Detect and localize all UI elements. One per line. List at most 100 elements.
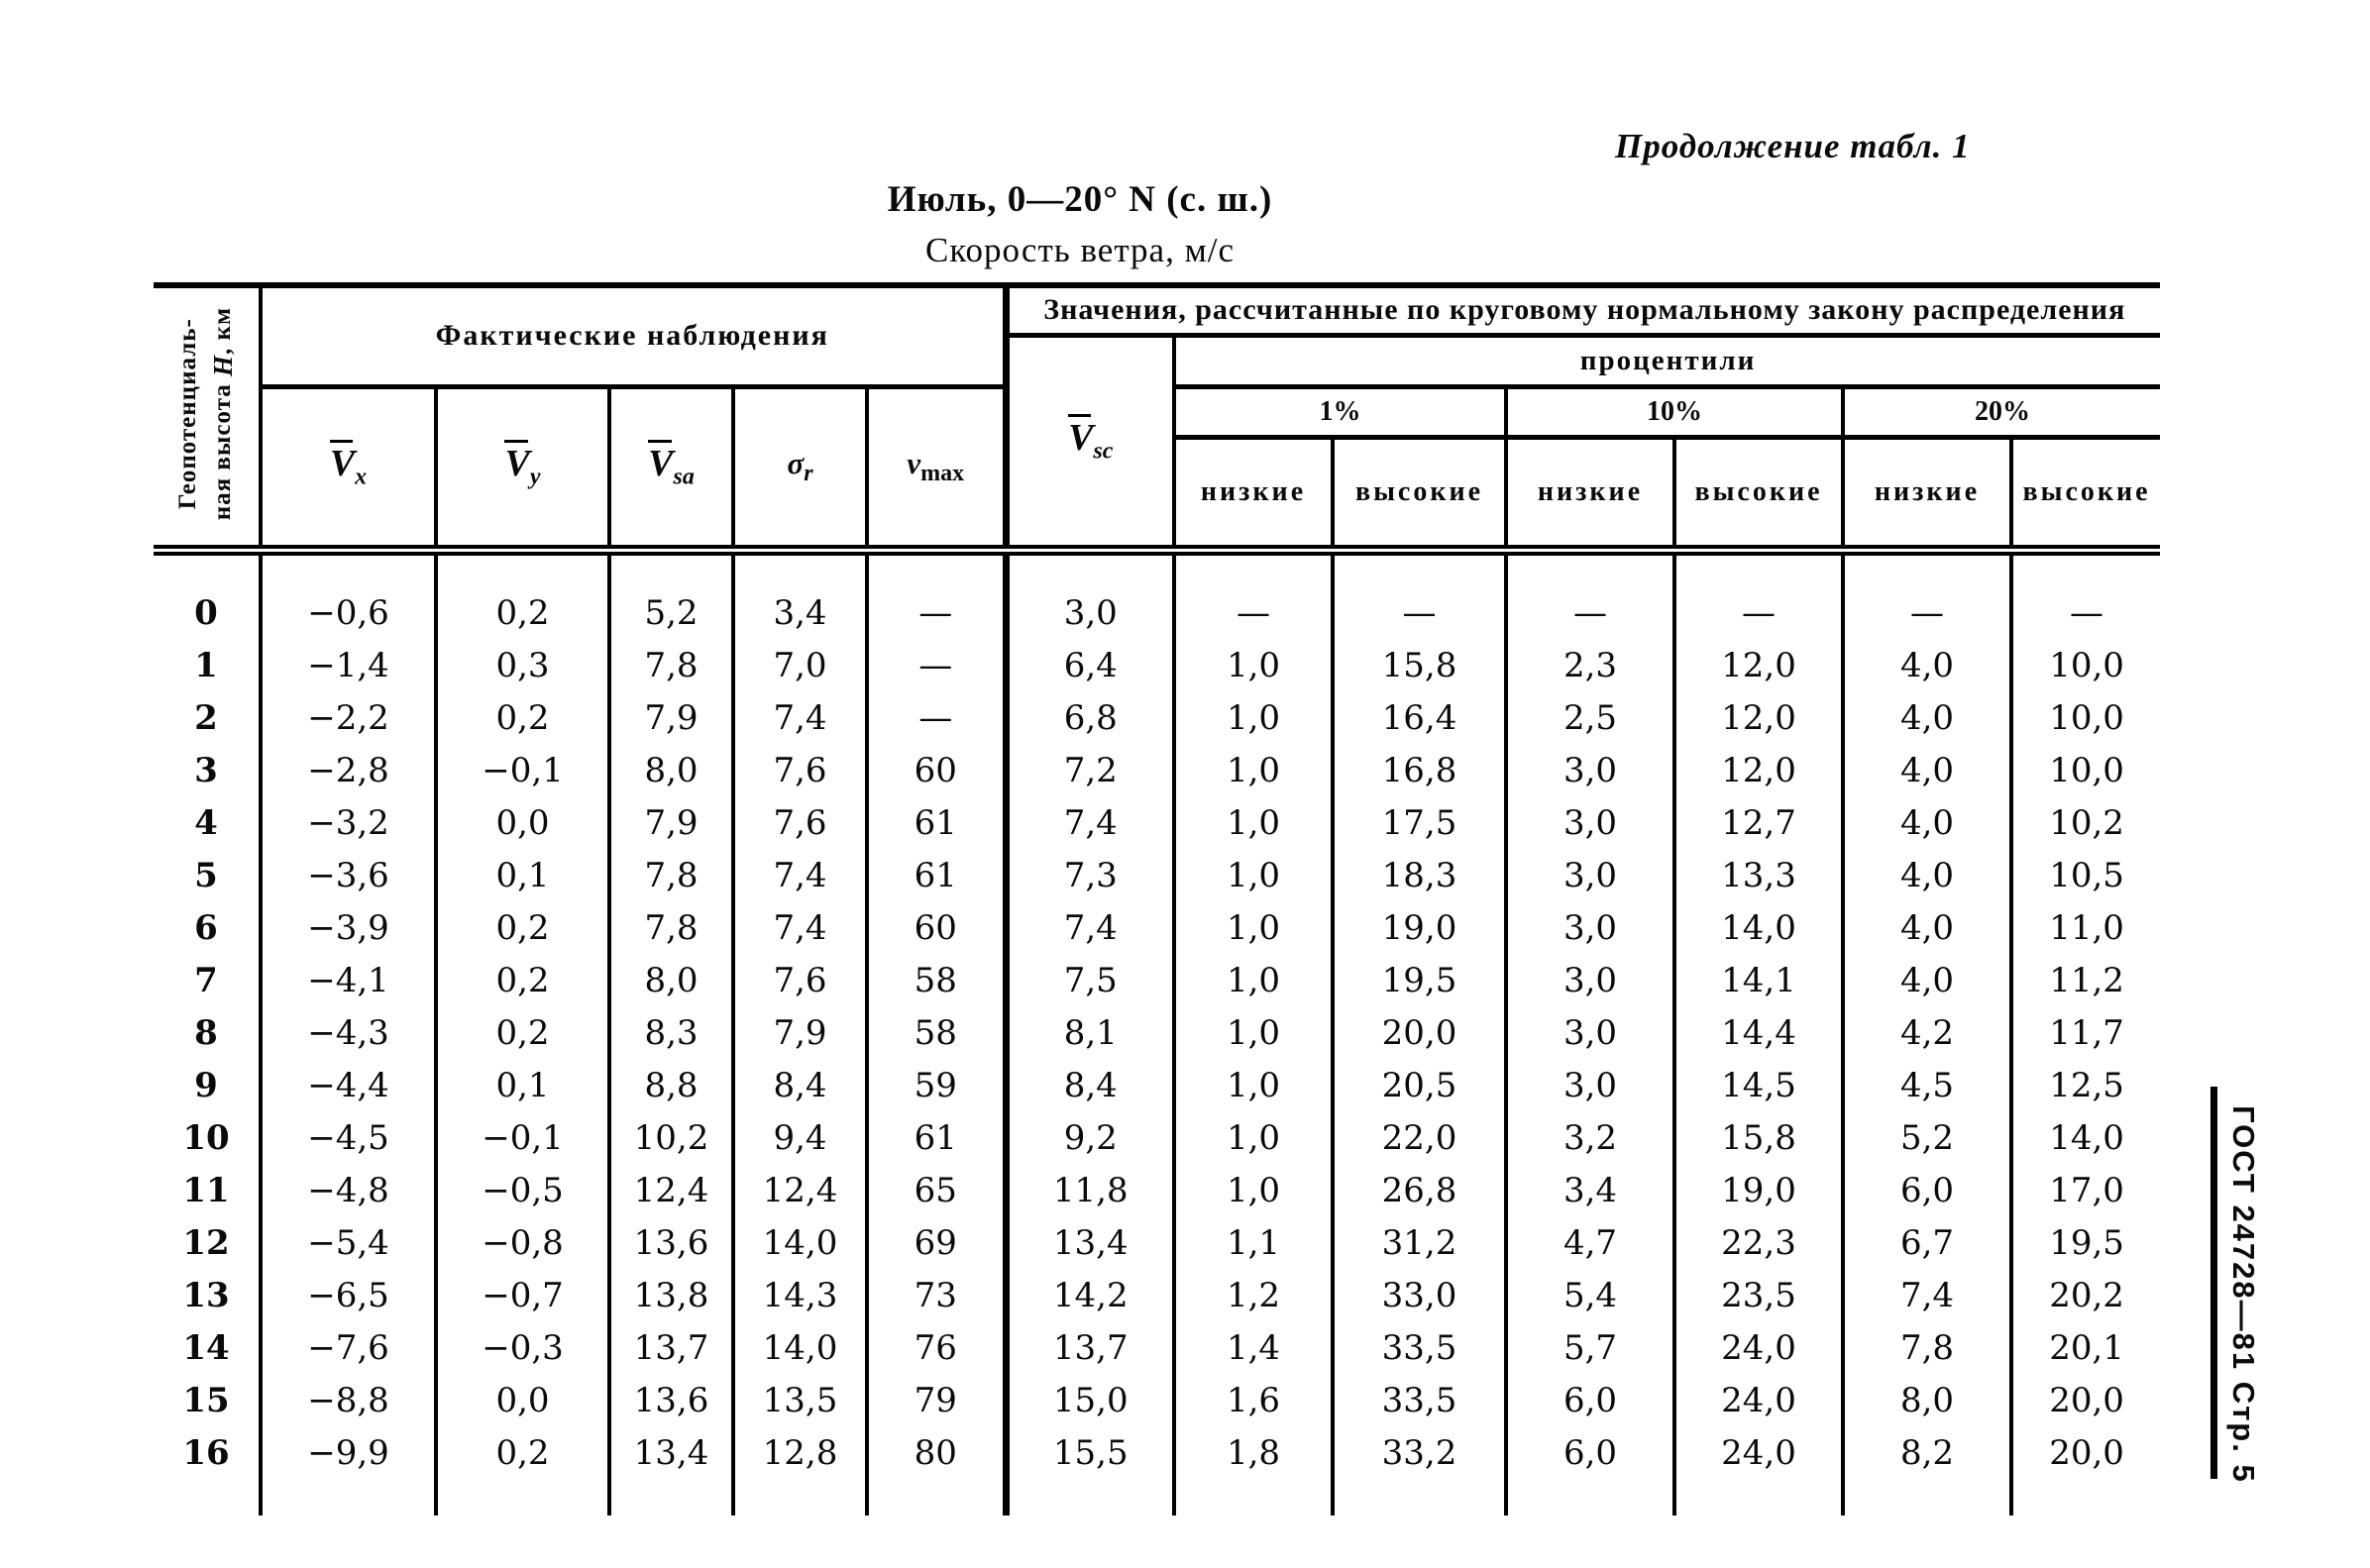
cell-p20-high	[2009, 1479, 2161, 1516]
cell-p1-low: 1,0	[1172, 1164, 1334, 1217]
vmax-symbol: v	[907, 445, 921, 480]
cell-p20-low: 4,0	[1841, 691, 2012, 745]
cell-p10-low: 6,0	[1504, 1426, 1675, 1480]
cell-vmax: 59	[864, 1059, 1007, 1112]
cell-vsc: 7,3	[1002, 849, 1175, 902]
cell-vsc: 7,5	[1002, 954, 1175, 1007]
cell-vsc: 7,2	[1002, 744, 1175, 797]
cell-vsc: 6,8	[1002, 691, 1175, 745]
cell-vx: −8,8	[259, 1374, 436, 1427]
cell-vsa: 7,8	[607, 639, 733, 692]
cell-vmax	[864, 1479, 1007, 1516]
cell-vy: 0,2	[434, 691, 609, 745]
cell-p10-high: 12,0	[1672, 691, 1844, 745]
col-header-vx: Vx	[259, 386, 436, 556]
cell-p10-high: 23,5	[1672, 1269, 1844, 1322]
cell-sigma-r: 7,4	[731, 849, 867, 902]
cell-sigma-r: 7,4	[731, 691, 867, 745]
col-header-vy: Vy	[434, 386, 609, 556]
cell-p20-high: 10,0	[2009, 691, 2161, 745]
cell-p1-low	[1172, 1479, 1334, 1516]
col-group-actual-observations: Фактические наблюдения	[258, 285, 1007, 389]
cell-p1-low: 1,0	[1172, 954, 1334, 1007]
cell-p10-high	[1672, 1479, 1844, 1516]
cell-p1-high: —	[1331, 550, 1507, 640]
cell-p1-low: 1,4	[1172, 1321, 1334, 1375]
cell-vx: −5,4	[259, 1216, 436, 1270]
cell-height: 8	[194, 1013, 218, 1053]
table-row: 7 −4,1 0,2 8,0 7,6 58 7,5 1,0 19,5 3,0 1…	[154, 954, 2161, 1007]
cell-height: 16	[182, 1433, 230, 1473]
cell-height: 0	[194, 593, 218, 633]
cell-p10-low	[1504, 1479, 1675, 1516]
cell-p20-high: —	[2009, 550, 2161, 640]
table-stub-row	[154, 1479, 2161, 1516]
cell-p1-low: 1,0	[1172, 796, 1334, 850]
row-header-label: Геопотенциаль- ная высота H, км	[154, 285, 261, 556]
cell-vy: 0,2	[434, 1426, 609, 1480]
cell-vy: 0,1	[434, 849, 609, 902]
cell-vmax: 58	[864, 954, 1007, 1007]
cell-p1-low: 1,0	[1172, 691, 1334, 745]
cell-sigma-r: 7,9	[731, 1006, 867, 1060]
cell-vsc: 3,0	[1002, 550, 1175, 640]
cell-sigma-r: 7,6	[731, 796, 867, 850]
cell-vmax: 61	[864, 796, 1007, 850]
col-header-low-20: низкие	[1841, 437, 2012, 556]
cell-vsa: 13,7	[607, 1321, 733, 1375]
cell-p20-low: 4,0	[1841, 901, 2012, 955]
cell-p1-low: —	[1172, 550, 1334, 640]
cell-p20-low: 4,0	[1841, 796, 2012, 850]
table-titles: Июль, 0—20° N (с. ш.) Скорость ветра, м/…	[154, 178, 2006, 270]
cell-p10-low: 4,7	[1504, 1216, 1675, 1270]
cell-sigma-r: 9,4	[731, 1111, 867, 1165]
cell-vsc: 9,2	[1002, 1111, 1175, 1165]
gost-page-label: ГОСТ 24728—81 Стр. 5	[2226, 1105, 2261, 1484]
cell-vx: −0,6	[259, 550, 436, 640]
cell-vy: 0,3	[434, 639, 609, 692]
cell-vy: −0,8	[434, 1216, 609, 1270]
cell-p10-low: 3,0	[1504, 796, 1675, 850]
cell-p1-low: 1,0	[1172, 744, 1334, 797]
cell-p20-high: 10,0	[2009, 639, 2161, 692]
cell-vsa	[607, 1479, 733, 1516]
cell-vmax: —	[864, 639, 1007, 692]
cell-vsc	[1002, 1479, 1175, 1516]
cell-p1-high: 33,2	[1331, 1426, 1507, 1480]
cell-p20-high: 19,5	[2009, 1216, 2161, 1270]
cell-p1-low: 1,6	[1172, 1374, 1334, 1427]
table-row: 16 −9,9 0,2 13,4 12,8 80 15,5 1,8 33,2 6…	[154, 1426, 2161, 1480]
cell-p1-high: 33,5	[1331, 1321, 1507, 1375]
cell-vsc: 8,4	[1002, 1059, 1175, 1112]
cell-p1-high: 18,3	[1331, 849, 1507, 902]
cell-vsc: 15,0	[1002, 1374, 1175, 1427]
cell-height: 14	[182, 1328, 230, 1368]
cell-height: 4	[194, 803, 218, 843]
cell-height: 2	[194, 698, 218, 738]
cell-height: 11	[182, 1171, 230, 1210]
cell-height: 6	[194, 908, 218, 948]
cell-vmax: 61	[864, 849, 1007, 902]
col-header-sigma-r: σr	[731, 386, 867, 556]
cell-p10-high: 12,0	[1672, 744, 1844, 797]
cell-vsa: 13,6	[607, 1374, 733, 1427]
cell-vy: −0,7	[434, 1269, 609, 1322]
cell-p10-high: 22,3	[1672, 1216, 1844, 1270]
cell-p20-low: 4,2	[1841, 1006, 2012, 1060]
cell-p20-low: —	[1841, 550, 2012, 640]
percent-group-10: 10%	[1504, 386, 1844, 440]
cell-vmax: 65	[864, 1164, 1007, 1217]
cell-height: 13	[182, 1276, 230, 1315]
vx-symbol: V	[329, 440, 356, 485]
cell-vsa: 13,8	[607, 1269, 733, 1322]
cell-p20-low: 5,2	[1841, 1111, 2012, 1165]
table-row: 9 −4,4 0,1 8,8 8,4 59 8,4 1,0 20,5 3,0 1…	[154, 1059, 2161, 1112]
col-header-vsa: Vsa	[607, 386, 733, 556]
cell-vsa: 10,2	[607, 1111, 733, 1165]
cell-p10-high: 24,0	[1672, 1426, 1844, 1480]
cell-height: 3	[194, 751, 218, 790]
cell-p20-low: 4,0	[1841, 849, 2012, 902]
cell-p1-high: 15,8	[1331, 639, 1507, 692]
cell-vx: −3,6	[259, 849, 436, 902]
col-group-percentiles: процентили	[1172, 335, 2161, 389]
